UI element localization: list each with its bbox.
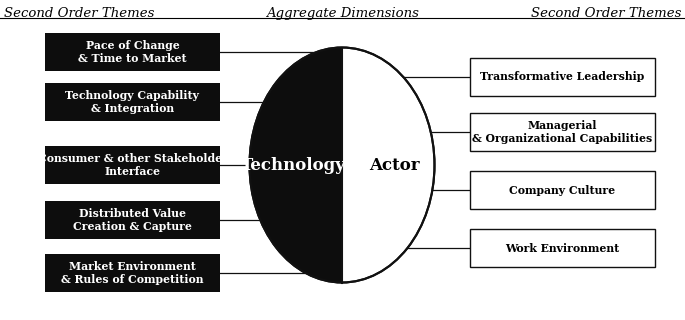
FancyBboxPatch shape	[45, 201, 220, 239]
Text: Work Environment: Work Environment	[506, 243, 620, 253]
FancyBboxPatch shape	[470, 113, 655, 151]
Text: Second Order Themes: Second Order Themes	[531, 7, 681, 20]
Text: Pace of Change
& Time to Market: Pace of Change & Time to Market	[78, 40, 187, 64]
Text: Technology Capability
& Integration: Technology Capability & Integration	[66, 90, 199, 114]
Text: Consumer & other Stakeholder
Interface: Consumer & other Stakeholder Interface	[38, 153, 227, 177]
FancyBboxPatch shape	[45, 33, 220, 71]
Text: Managerial
& Organizational Capabilities: Managerial & Organizational Capabilities	[473, 120, 653, 144]
FancyBboxPatch shape	[45, 254, 220, 292]
Text: Transformative Leadership: Transformative Leadership	[480, 71, 645, 83]
Polygon shape	[249, 47, 342, 283]
Text: Aggregate Dimensions: Aggregate Dimensions	[266, 7, 419, 20]
Text: Distributed Value
Creation & Capture: Distributed Value Creation & Capture	[73, 208, 192, 232]
Ellipse shape	[249, 47, 434, 283]
FancyBboxPatch shape	[470, 58, 655, 96]
FancyBboxPatch shape	[470, 171, 655, 209]
Text: Company Culture: Company Culture	[510, 185, 616, 196]
FancyBboxPatch shape	[45, 146, 220, 184]
FancyBboxPatch shape	[470, 229, 655, 267]
Text: Market Environment
& Rules of Competition: Market Environment & Rules of Competitio…	[61, 261, 203, 285]
FancyBboxPatch shape	[45, 83, 220, 121]
Text: Actor: Actor	[369, 156, 419, 173]
Text: Second Order Themes: Second Order Themes	[4, 7, 154, 20]
Text: Technology: Technology	[241, 156, 346, 173]
